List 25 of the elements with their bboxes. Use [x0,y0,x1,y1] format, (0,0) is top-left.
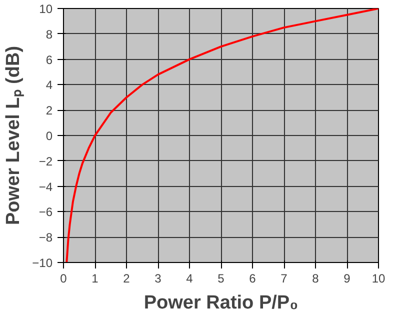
y-tick-label: 4 [46,78,53,92]
y-tick-label: 10 [39,2,53,16]
y-tick-label: 8 [46,27,53,42]
x-tick-label: 4 [186,272,194,286]
x-tick-label: 8 [312,272,320,286]
x-tick-label: 6 [249,272,256,286]
y-tick-label: 6 [46,52,53,67]
y-tick-label: −6 [38,205,53,220]
x-tick-label: 0 [60,272,68,286]
x-tick-label: 3 [154,272,162,286]
y-tick-label: −10 [32,256,53,270]
y-tick-label: −8 [38,230,53,245]
y-axis-title: Power Level Lₚ (dB) [3,46,24,226]
x-axis-title: Power Ratio P/P₀ [144,292,298,314]
x-tick-label: 1 [92,272,99,286]
line-series [66,8,378,262]
x-tick-label: 10 [372,272,386,286]
y-tick-label: −4 [38,180,53,194]
x-tick-label: 2 [123,272,130,286]
x-tick-label: 5 [218,272,225,286]
y-tick-label: 2 [46,104,53,118]
y-tick-label: −2 [38,154,53,168]
x-tick-label: 7 [280,272,288,286]
x-tick-label: 9 [344,272,351,286]
y-tick-label: 0 [46,129,53,143]
